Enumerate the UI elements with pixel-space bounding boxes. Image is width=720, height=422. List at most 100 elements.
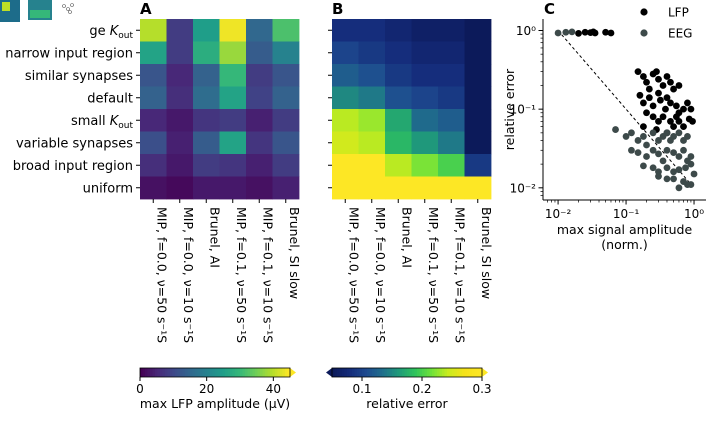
eeg-point-24	[663, 146, 671, 154]
lfp-point-35	[655, 117, 662, 125]
row-ticks-b	[328, 29, 332, 189]
colorbar-segment-38	[427, 368, 430, 377]
colorbar-extend-max	[290, 368, 296, 377]
lfp-point-37	[667, 117, 674, 125]
colorbar-segment-48	[452, 368, 455, 377]
lfp-point-8	[640, 73, 647, 80]
row-label-5: variable synapses	[16, 136, 133, 151]
heat-cell-r3-c1	[358, 86, 386, 110]
colorbar-segment-4	[342, 368, 345, 377]
row-label-0-text: ge	[89, 24, 109, 39]
row-label-4: small Kout	[71, 114, 134, 131]
colorbar-segment-12	[170, 368, 173, 377]
heat-cell-r5-c3	[219, 131, 247, 155]
heat-cell-r7-c0	[332, 176, 359, 200]
heat-cell-r4-c3	[411, 109, 439, 132]
heat-cell-r3-c2	[193, 86, 220, 110]
lfp-point-18	[675, 82, 683, 89]
colorbar-segment-36	[422, 368, 425, 377]
colorbar-segment-54	[275, 368, 278, 377]
colorbar-segment-3	[339, 368, 343, 377]
heat-cell-r2-c1	[358, 64, 386, 87]
colorbar-segment-20	[382, 368, 385, 377]
colorbar-segment-17	[374, 368, 378, 377]
colorbar-segment-10	[357, 368, 360, 377]
eeg-point-38	[655, 172, 662, 180]
colorbar-segment-27	[207, 368, 211, 377]
colorbar-segment-43	[439, 368, 443, 377]
heat-cell-r6-c2	[193, 154, 220, 177]
heat-cell-r4-c2	[193, 109, 220, 132]
eeg-point-29	[687, 153, 695, 160]
panel-letter-c: C	[544, 0, 555, 18]
colorbar-segment-13	[364, 368, 368, 377]
colorbar-segment-21	[192, 368, 196, 377]
colorbar-segment-45	[252, 368, 256, 377]
colorbar-segment-17	[182, 368, 186, 377]
colorbar-segment-15	[177, 368, 181, 377]
colorbar-segment-33	[222, 368, 226, 377]
heat-cell-r4-c1	[358, 109, 386, 132]
colorbar-segment-59	[479, 368, 483, 377]
heat-cell-r3-c1	[166, 86, 194, 110]
heat-cell-r1-c5	[272, 41, 300, 65]
lfp-point-23	[655, 89, 662, 97]
heat-cell-r3-c5	[272, 86, 300, 110]
heat-cell-r0-c0	[140, 19, 167, 42]
colorbar-segment-49	[262, 368, 266, 377]
col-label-3: MIP, f=0.1, ν=50 s⁻¹S	[426, 207, 441, 343]
heat-cell-r6-c3	[219, 154, 247, 177]
colorbar-segment-19	[187, 368, 191, 377]
heat-cell-r4-c4	[246, 109, 273, 132]
heat-cell-r3-c3	[411, 86, 439, 110]
heat-cell-r6-c0	[332, 154, 359, 177]
lfp-point-7	[634, 68, 642, 76]
heat-cell-r1-c4	[246, 41, 273, 65]
y-tick-label-2: 10⁰	[516, 24, 536, 38]
colorbar-segment-38	[235, 368, 238, 377]
heat-cell-r0-c0	[332, 19, 359, 42]
heat-cell-r3-c3	[219, 86, 247, 110]
colorbar-segment-14	[367, 368, 370, 377]
eeg-point-17	[684, 133, 691, 140]
row-label-3: default	[87, 91, 133, 106]
colorbar-segment-26	[205, 368, 208, 377]
panel-letter-b: B	[332, 0, 343, 18]
lfp-point-5	[607, 29, 615, 37]
heat-cell-r5-c2	[193, 131, 220, 155]
heat-cell-r1-c0	[140, 41, 167, 65]
colorbar-segment-57	[282, 368, 286, 377]
eeg-point-14	[670, 133, 677, 140]
heat-cell-r0-c4	[246, 19, 273, 42]
colorbar-segment-1	[334, 368, 338, 377]
lfp-point-40	[675, 117, 683, 125]
eeg-point-6	[634, 137, 642, 144]
heat-cell-r2-c3	[219, 64, 247, 87]
lfp-point-21	[645, 94, 653, 102]
colorbar-segment-19	[379, 368, 383, 377]
colorbar-segment-51	[459, 368, 463, 377]
colorbar-segment-42	[437, 368, 440, 377]
colorbar-segment-22	[387, 368, 390, 377]
colorbar-segment-53	[464, 368, 468, 377]
colorbar-segment-25	[394, 368, 398, 377]
heat-cell-r7-c5	[464, 176, 492, 200]
thumbnail-highlight-1	[2, 2, 10, 11]
heat-cell-r5-c1	[358, 131, 386, 155]
lfp-point-31	[684, 99, 691, 107]
col-label-1: MIP, f=0.0, ν=10 s⁻¹S	[181, 207, 196, 343]
colorbar-segment-55	[277, 368, 281, 377]
colorbar-extend-max	[482, 368, 488, 377]
heat-cell-r1-c3	[219, 41, 247, 65]
colorbar-segment-3	[147, 368, 151, 377]
lfp-point-43	[689, 117, 696, 125]
colorbar-segment-37	[424, 368, 428, 377]
lfp-point-15	[663, 73, 671, 80]
colorbar-segment-27	[399, 368, 403, 377]
lfp-point-13	[655, 75, 662, 83]
reference-line	[557, 30, 695, 189]
heat-cell-r2-c1	[166, 64, 194, 87]
colorbar-segment-46	[447, 368, 450, 377]
eeg-point-31	[649, 164, 657, 172]
colorbar-segment-52	[270, 368, 273, 377]
